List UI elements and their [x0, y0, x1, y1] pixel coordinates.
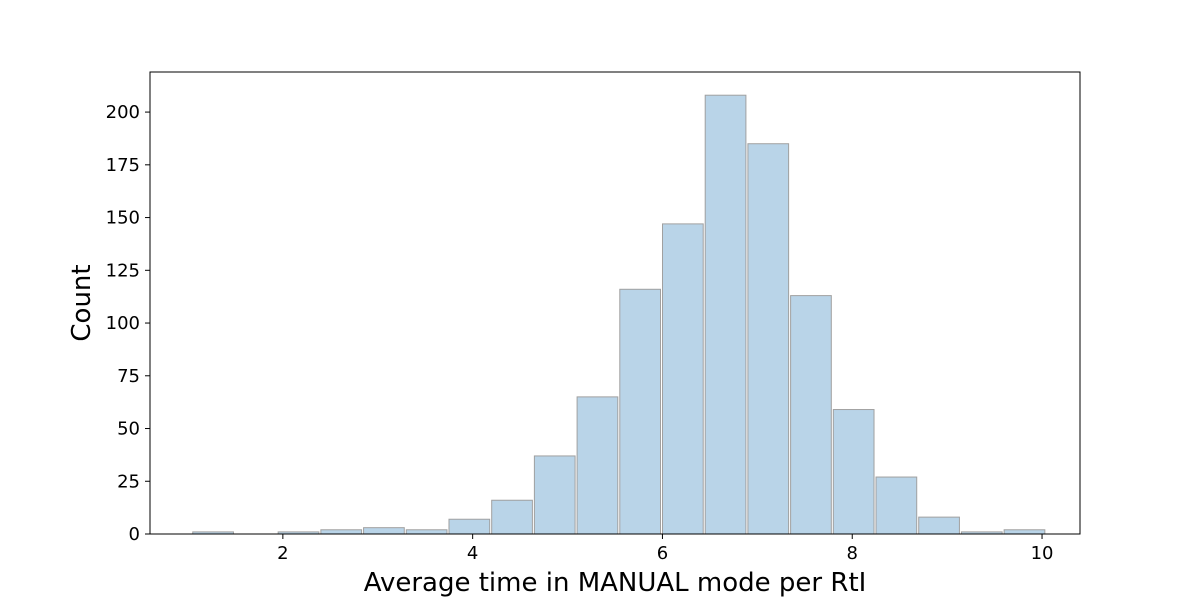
y-tick-label: 125	[106, 260, 140, 281]
histogram-bar	[491, 499, 533, 535]
y-axis-label: Count	[67, 264, 97, 341]
x-tick-label: 6	[657, 543, 668, 564]
y-tick-label: 25	[117, 471, 140, 492]
histogram-bar	[405, 529, 448, 535]
histogram-bar	[918, 516, 960, 535]
histogram-bar	[448, 518, 491, 535]
y-tick-label: 175	[106, 155, 140, 176]
histogram-bar	[363, 527, 405, 535]
y-tick-label: 200	[106, 102, 140, 123]
x-axis-ticks: 2 4 6 8 10	[277, 534, 1053, 564]
histogram-bar	[747, 143, 790, 535]
y-tick-label: 100	[106, 313, 140, 334]
x-tick-label: 4	[467, 543, 478, 564]
histogram-bar	[704, 94, 747, 535]
y-tick-label: 150	[106, 208, 140, 229]
plot-area-frame	[149, 71, 1081, 535]
histogram-bar	[533, 455, 576, 535]
histogram-bar	[619, 288, 661, 535]
histogram-bar	[832, 409, 875, 535]
y-tick-label: 75	[117, 366, 140, 387]
y-tick-label: 50	[117, 419, 140, 440]
x-axis-label: Average time in MANUAL mode per RtI	[364, 568, 867, 598]
histogram-bar	[790, 295, 832, 535]
histogram-bar	[875, 476, 918, 535]
bars-group	[192, 94, 1046, 535]
x-tick-label: 2	[277, 543, 288, 564]
y-axis-ticks: 0 25 50 75 100 125 150 175 200	[106, 102, 150, 545]
histogram-bar	[320, 529, 363, 535]
x-tick-label: 10	[1031, 543, 1054, 564]
histogram-bar	[1003, 529, 1046, 535]
y-tick-label: 0	[129, 524, 140, 545]
x-tick-label: 8	[847, 543, 858, 564]
histogram-bar	[576, 396, 619, 535]
histogram-bar	[662, 223, 704, 535]
